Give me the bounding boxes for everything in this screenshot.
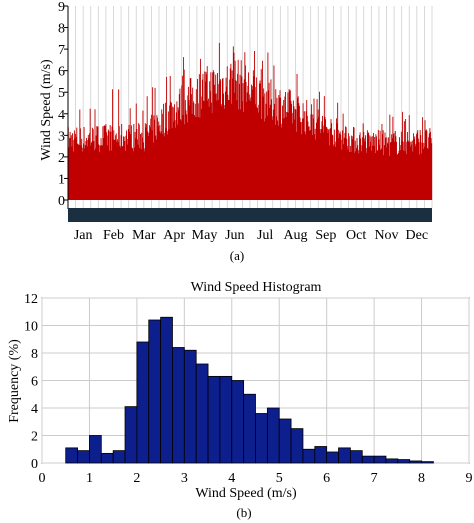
timeseries-y-tick-label: 4 <box>58 108 65 123</box>
histogram-bar <box>100 452 114 464</box>
histogram-bar <box>266 407 280 464</box>
histogram-x-tick-label: 6 <box>323 471 330 486</box>
panel-a-caption: (a) <box>230 248 244 263</box>
histogram-bar <box>65 447 78 464</box>
timeseries-y-tick-label: 1 <box>58 172 65 187</box>
histogram-x-tick-label: 3 <box>181 471 188 486</box>
timeseries-month-label: Apr <box>163 228 185 243</box>
timeseries-month-label: Jan <box>74 228 93 243</box>
histogram-bar <box>124 406 138 464</box>
timeseries-y-tick-label: 5 <box>58 86 65 101</box>
histogram-bar <box>183 349 197 464</box>
timeseries-month-label: Feb <box>103 228 124 243</box>
histogram-x-tick-label: 0 <box>39 471 46 486</box>
histogram-x-ticks: 0 1 2 3 4 5 6 7 8 9 <box>39 471 473 486</box>
histogram-y-tick-label: 2 <box>31 430 38 445</box>
histogram-bar <box>77 450 90 464</box>
wind-speed-timeseries-chart: 0 1 2 3 4 5 6 7 8 9 Jan Feb Mar Apr May Jun Jul Aug Sep Oc… <box>39 0 433 263</box>
timeseries-y-tick-label: 7 <box>58 43 65 58</box>
histogram-x-tick-label: 1 <box>86 471 93 486</box>
histogram-bar <box>361 455 375 464</box>
histogram-y-tick-label: 8 <box>31 347 38 362</box>
histogram-x-tick-label: 9 <box>466 471 473 486</box>
histogram-x-tick-label: 5 <box>276 471 283 486</box>
histogram-bar <box>349 450 363 464</box>
histogram-x-tick-label: 4 <box>228 471 235 486</box>
wind-speed-series <box>67 42 433 200</box>
histogram-y-tick-label: 10 <box>24 320 38 335</box>
timeseries-y-tick-label: 3 <box>58 129 65 144</box>
timeseries-y-tick-label: 0 <box>58 194 65 209</box>
timeseries-month-labels: Jan Feb Mar Apr May Jun Jul Aug Sep Oct Nov Dec <box>74 228 428 243</box>
histogram-title: Wind Speed Histogram <box>191 280 322 295</box>
histogram-bar <box>385 458 399 464</box>
histogram-y-tick-label: 4 <box>31 402 38 417</box>
histogram-bar <box>219 375 233 464</box>
histogram-bar <box>409 460 422 464</box>
wind-speed-base-band <box>68 167 432 200</box>
histogram-bar <box>136 341 150 464</box>
histogram-bar <box>172 347 185 464</box>
histogram-y-axis-label: Frequency (%) <box>7 339 22 423</box>
histogram-bar <box>243 393 256 464</box>
histogram-bar <box>148 319 162 464</box>
timeseries-month-label: Oct <box>346 228 366 243</box>
timeseries-month-label: Dec <box>406 228 429 243</box>
timeseries-month-label: May <box>192 228 218 243</box>
timeseries-month-label: Jul <box>257 228 273 243</box>
timeseries-y-axis-label: Wind Speed (m/s) <box>39 59 54 161</box>
histogram-bar <box>421 461 434 464</box>
histogram-bar <box>397 459 411 464</box>
timeseries-y-tick-label: 2 <box>58 151 65 166</box>
panel-b-caption: (b) <box>236 505 251 520</box>
histogram-y-ticks: 0 2 4 6 8 10 12 <box>24 292 38 472</box>
timeseries-month-label: Sep <box>315 228 336 243</box>
timeseries-y-tick-label: 6 <box>58 65 65 80</box>
histogram-x-tick-label: 8 <box>418 471 425 486</box>
timeseries-y-ticks: 0 1 2 3 4 5 6 7 8 9 <box>58 0 68 209</box>
histogram-x-axis-label: Wind Speed (m/s) <box>195 486 297 501</box>
timeseries-month-label: Aug <box>283 228 307 243</box>
timeseries-y-tick-label: 9 <box>58 0 65 15</box>
histogram-y-tick-label: 12 <box>24 292 38 307</box>
histogram-bars <box>65 316 434 464</box>
histogram-y-tick-label: 6 <box>31 375 38 390</box>
histogram-bar <box>278 418 292 464</box>
histogram-bar <box>302 448 316 464</box>
timeseries-month-label: Nov <box>374 228 398 243</box>
histogram-bar <box>326 451 339 464</box>
histogram-x-tick-label: 7 <box>371 471 378 486</box>
histogram-bar <box>255 413 268 464</box>
histogram-bar <box>290 428 304 464</box>
timeseries-month-label: Mar <box>132 228 156 243</box>
timeseries-month-label: Jun <box>225 228 244 243</box>
histogram-bar <box>195 363 209 464</box>
histogram-bar <box>373 455 387 464</box>
histogram-bar <box>338 447 351 464</box>
histogram-bar <box>89 435 102 464</box>
histogram-bar <box>207 375 221 464</box>
timeseries-y-tick-label: 8 <box>58 22 65 37</box>
histogram-x-tick-label: 2 <box>133 471 140 486</box>
histogram-bar <box>160 316 173 464</box>
histogram-y-tick-label: 0 <box>31 457 38 472</box>
histogram-bar <box>231 380 245 464</box>
histogram-bar <box>112 450 126 464</box>
timeline-bar <box>68 208 432 222</box>
histogram-bar <box>314 446 328 464</box>
